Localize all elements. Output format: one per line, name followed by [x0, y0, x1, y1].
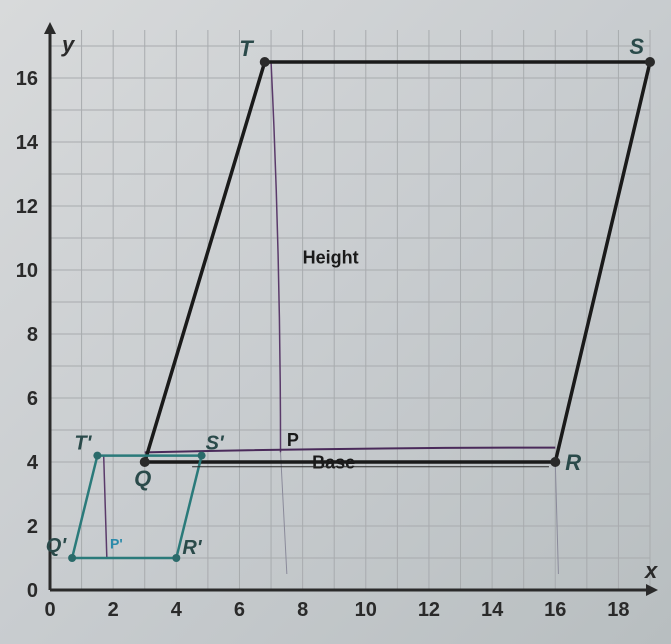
- label-S: S: [629, 34, 644, 59]
- y-tick-label: 2: [27, 516, 38, 538]
- x-tick-label: 6: [234, 599, 245, 621]
- label-R: R: [565, 450, 581, 475]
- small-height-line: [104, 456, 107, 558]
- height-label: Height: [303, 248, 359, 268]
- label-Q: Q: [134, 466, 151, 491]
- y-tick-label: 16: [16, 68, 38, 90]
- x-tick-label: 0: [44, 599, 55, 621]
- vertex-Sp: [198, 452, 206, 460]
- P-label: P: [287, 430, 299, 450]
- y-tick-label: 14: [16, 132, 39, 154]
- x-tick-label: 4: [171, 599, 183, 621]
- x-tick-label: 10: [355, 599, 377, 621]
- vertex-Qp: [68, 554, 76, 562]
- chart-svg: 0 2 4 6 8 10 12 14 16 18 0 2 4 6 8 10 12 14 16 x y Q R S T Q' R' S'…: [0, 0, 671, 644]
- vertex-T: [260, 57, 270, 67]
- vertex-S: [645, 57, 655, 67]
- chart-container: 0 2 4 6 8 10 12 14 16 18 0 2 4 6 8 10 12 14 16 x y Q R S T Q' R' S'…: [0, 0, 671, 644]
- y-tick-label: 6: [27, 388, 38, 410]
- x-axis-label: x: [644, 558, 658, 583]
- label-Sp: S': [206, 433, 225, 455]
- height-line-ext: [281, 452, 287, 574]
- label-T: T: [239, 36, 254, 61]
- x-axis-arrow: [646, 584, 658, 596]
- label-Rp: R': [182, 537, 202, 559]
- base-label: Base: [312, 452, 355, 472]
- x-tick-label: 8: [297, 599, 308, 621]
- x-tick-label: 18: [607, 599, 629, 621]
- x-tick-label: 14: [481, 599, 504, 621]
- x-tick-label: 12: [418, 599, 440, 621]
- y-tick-label: 8: [27, 324, 38, 346]
- y-axis-label: y: [61, 32, 76, 57]
- vertex-Rp: [172, 554, 180, 562]
- y-tick-label: 4: [27, 452, 39, 474]
- vertex-R: [550, 457, 560, 467]
- x-tick-label: 2: [108, 599, 119, 621]
- height-line: [271, 62, 280, 452]
- vertex-Tp: [93, 452, 101, 460]
- label-Tp: T': [74, 433, 92, 455]
- y-tick-label: 0: [27, 580, 38, 602]
- y-tick-label: 10: [16, 260, 38, 282]
- y-tick-label: 12: [16, 196, 38, 218]
- y-axis-arrow: [44, 22, 56, 34]
- label-Qp: Q': [46, 535, 68, 557]
- x-tick-label: 16: [544, 599, 566, 621]
- Pp-label: P': [110, 535, 123, 551]
